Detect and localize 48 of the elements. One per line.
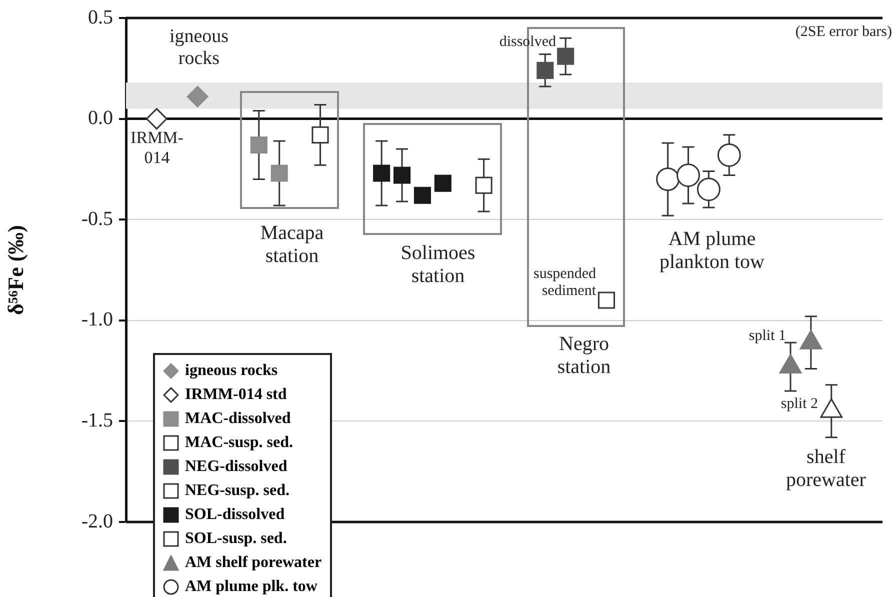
legend-label: MAC-dissolved [185, 410, 291, 428]
y-tick-label: 0.5 [88, 6, 113, 28]
annotation: AM plume plankton tow [658, 228, 766, 274]
y-tick-label: -0.5 [81, 208, 113, 230]
point [186, 86, 208, 108]
y-tick-label: -1.5 [81, 409, 113, 432]
legend-label: AM plume plk. tow [185, 578, 318, 596]
point [270, 164, 288, 182]
legend-label: SOL-dissolved [185, 506, 285, 524]
point [557, 48, 574, 65]
annotation: suspended sediment [532, 266, 596, 300]
point [414, 186, 431, 204]
legend-label: SOL-susp. sed. [185, 530, 287, 548]
annotation: Negro station [556, 333, 612, 379]
legend-label: MAC-susp. sed. [185, 434, 294, 452]
legend-label: igneous rocks [185, 362, 278, 380]
point [475, 176, 492, 194]
point [676, 164, 700, 187]
legend-label: NEG-susp. sed. [185, 482, 290, 500]
annotation: IRMM-014 [130, 128, 184, 168]
y-tick-label: 0.0 [88, 107, 113, 130]
y-tick-label: -2.0 [81, 510, 113, 532]
point [800, 330, 822, 350]
annotation: (2SE error bars) [794, 24, 892, 42]
y-tick-label: -1.0 [81, 308, 113, 331]
legend-label: NEG-dissolved [185, 458, 288, 476]
annotation: split 1 [748, 328, 786, 346]
legend-label: IRMM-014 std [185, 386, 287, 404]
annotation: Solimoes station [400, 242, 476, 288]
point [373, 164, 390, 182]
annotation: igneous rocks [168, 26, 230, 70]
point [250, 136, 268, 154]
point [696, 178, 720, 202]
annotation: shelf porewater [785, 446, 867, 492]
annotation: dissolved [498, 34, 556, 52]
point [656, 168, 680, 192]
annotation: split 2 [780, 396, 818, 414]
point [820, 398, 843, 418]
point [146, 108, 168, 130]
point [393, 166, 411, 184]
point [312, 126, 329, 144]
point [536, 62, 554, 79]
point [434, 174, 452, 192]
legend-label: AM shelf porewater [185, 554, 322, 572]
point [717, 143, 741, 167]
annotation: Macapa station [259, 222, 325, 268]
y-axis-title: δ⁵⁶Fe (‰) [2, 225, 28, 315]
point [779, 354, 802, 374]
